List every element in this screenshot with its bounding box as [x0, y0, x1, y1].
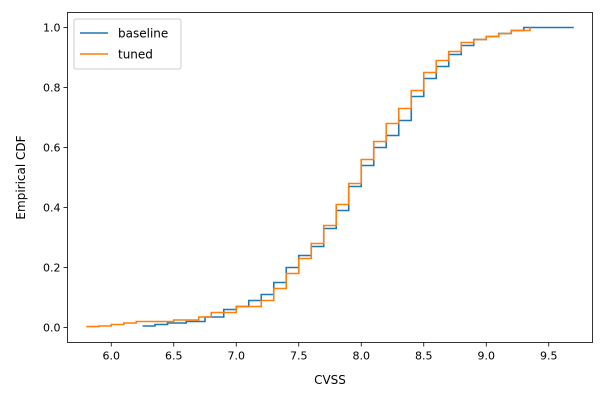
y-axis: 0.0 0.2 0.4 0.6 0.8 1.0 [43, 22, 68, 335]
x-tick-label: 6.5 [165, 350, 183, 363]
x-tick-label: 8.0 [353, 350, 371, 363]
y-tick-label: 0.8 [43, 82, 61, 95]
legend-box [73, 18, 182, 70]
plot-frame [67, 12, 593, 343]
y-tick-label: 0.0 [43, 322, 61, 335]
x-tick-label: 8.5 [415, 350, 433, 363]
y-axis-label: Empirical CDF [14, 135, 28, 219]
x-axis-label: CVSS [314, 373, 346, 387]
y-tick-label: 0.2 [43, 262, 61, 275]
series-line-tuned [86, 27, 531, 328]
y-tick-label: 0.4 [43, 202, 61, 215]
series-layer [86, 26, 574, 328]
y-tick-label: 0.6 [43, 142, 61, 155]
x-tick-label: 9.0 [478, 350, 496, 363]
y-tick-label: 1.0 [43, 22, 61, 35]
x-tick-label: 6.0 [103, 350, 121, 363]
x-axis: 6.0 6.5 7.0 7.5 8.0 8.5 9.0 9.5 [103, 342, 558, 363]
legend-label-tuned: tuned [118, 48, 153, 62]
x-tick-label: 7.5 [290, 350, 308, 363]
x-tick-label: 7.0 [228, 350, 246, 363]
legend: baseline tuned [73, 18, 182, 70]
legend-label-baseline: baseline [118, 27, 168, 41]
x-tick-label: 9.5 [540, 350, 558, 363]
